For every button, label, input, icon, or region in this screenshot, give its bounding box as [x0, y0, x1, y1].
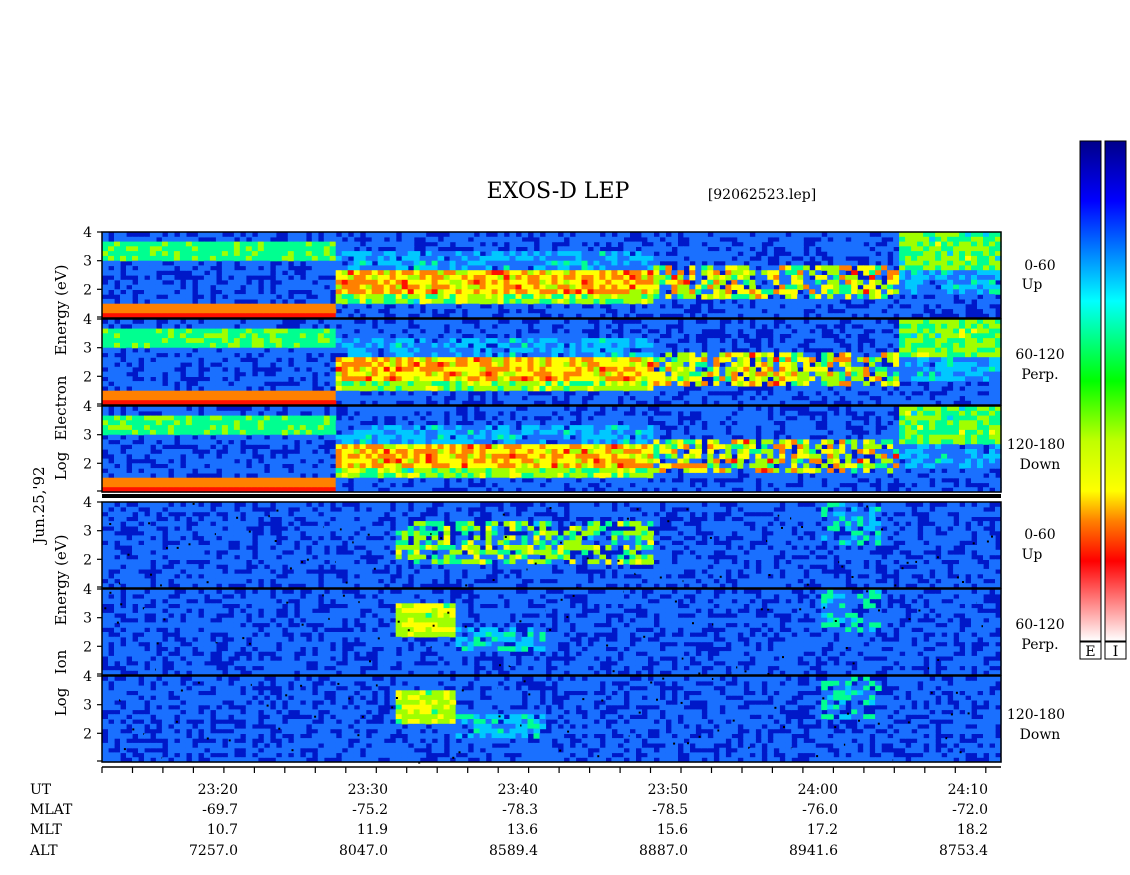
spectrogram-panel — [101, 231, 1002, 319]
panel-label-i-up-dir: Up — [1022, 547, 1043, 563]
ephemeris-mlt-value: 11.9 — [357, 822, 388, 838]
ephemeris-ut-value: 24:00 — [798, 782, 838, 798]
ephemeris-mlat-value: -72.0 — [952, 802, 988, 818]
ephemeris-mlat-value: -69.7 — [202, 802, 238, 818]
panel-label-e-down-dir: Down — [1020, 457, 1061, 473]
y-tick-label: 4 — [83, 225, 92, 241]
colorbar-ion: I — [1104, 140, 1127, 660]
y-tick-label: 3 — [83, 428, 92, 444]
ephemeris-mlt-value: 18.2 — [957, 822, 988, 838]
y-tick-label: 2 — [83, 552, 92, 568]
panel-label-i-down-dir: Down — [1020, 727, 1061, 743]
ion-ylabel-species: Ion — [52, 649, 70, 674]
ephemeris-table: UT MLAT MLT ALT 23:20 23:30 23:40 23:50 … — [29, 782, 988, 859]
ephemeris-alt-value: 8887.0 — [639, 843, 688, 859]
ephemeris-alt-value: 8589.4 — [489, 843, 538, 859]
panel-label-i-perp: 60-120 — [1015, 617, 1064, 633]
energy-axis-ticks: 2 3 4 2 3 4 2 3 4 2 3 4 2 3 4 2 3 4 — [83, 225, 102, 762]
y-tick-label: 3 — [83, 698, 92, 714]
y-tick-label: 4 — [83, 312, 92, 328]
y-tick-label: 4 — [83, 399, 92, 415]
time-axis — [101, 766, 1001, 773]
y-tick-label: 3 — [83, 524, 92, 540]
ephemeris-alt-value: 7257.0 — [189, 843, 238, 859]
y-tick-label: 3 — [83, 341, 92, 357]
ephemeris-mlat-value: -76.0 — [802, 802, 838, 818]
ephemeris-ut-value: 23:40 — [498, 782, 538, 798]
y-tick-label: 2 — [83, 726, 92, 742]
ephemeris-mlat-name: MLAT — [30, 802, 73, 818]
y-tick-label: 4 — [83, 582, 92, 598]
y-tick-label: 4 — [83, 669, 92, 685]
electron-ylabel-log: Log — [52, 451, 70, 480]
date-label: Jun.25,'92 — [30, 466, 48, 545]
colorbar-label-i: I — [1113, 644, 1119, 660]
file-label: [92062523.lep] — [708, 187, 816, 203]
y-tick-label: 2 — [83, 639, 92, 655]
panel-label-e-down: 120-180 — [1007, 437, 1065, 453]
ephemeris-alt-value: 8753.4 — [939, 843, 988, 859]
y-tick-label: 2 — [83, 456, 92, 472]
ephemeris-mlt-value: 10.7 — [207, 822, 238, 838]
ephemeris-ut-name: UT — [30, 782, 52, 798]
ephemeris-alt-name: ALT — [29, 843, 58, 859]
spectrogram-panels — [101, 231, 1002, 764]
ion-ylabel-energy: Energy (eV) — [52, 535, 70, 626]
spectrogram-panel — [101, 675, 1002, 764]
colorbar-electron: E — [1079, 140, 1102, 660]
ephemeris-mlat-value: -78.5 — [652, 802, 688, 818]
ephemeris-alt-value: 8047.0 — [339, 843, 388, 859]
panel-label-e-perp-dir: Perp. — [1021, 367, 1058, 383]
y-tick-label: 2 — [83, 369, 92, 385]
electron-ylabel-species: Electron — [52, 375, 70, 440]
chart-title: EXOS-D LEP — [487, 179, 630, 204]
electron-ylabel-energy: Energy (eV) — [52, 265, 70, 356]
colorbar-label-e: E — [1085, 644, 1095, 660]
ephemeris-mlat-value: -78.3 — [502, 802, 538, 818]
ephemeris-ut-value: 23:50 — [648, 782, 688, 798]
ephemeris-mlat-value: -75.2 — [352, 802, 388, 818]
ephemeris-ut-value: 23:30 — [348, 782, 388, 798]
ephemeris-mlt-value: 13.6 — [507, 822, 538, 838]
ephemeris-alt-value: 8941.6 — [789, 843, 838, 859]
ephemeris-ut-value: 24:10 — [948, 782, 988, 798]
panel-label-i-up: 0-60 — [1024, 527, 1055, 543]
ion-ylabel-log: Log — [52, 687, 70, 716]
panel-label-i-down: 120-180 — [1007, 707, 1065, 723]
ephemeris-mlt-value: 17.2 — [807, 822, 838, 838]
y-tick-label: 4 — [83, 495, 92, 511]
ephemeris-ut-value: 23:20 — [198, 782, 238, 798]
y-tick-label: 3 — [83, 611, 92, 627]
ephemeris-mlt-value: 15.6 — [657, 822, 688, 838]
panel-label-e-up-dir: Up — [1022, 277, 1043, 293]
panel-label-e-up: 0-60 — [1024, 258, 1055, 274]
panel-label-e-perp: 60-120 — [1015, 347, 1064, 363]
y-tick-label: 3 — [83, 254, 92, 270]
panel-label-i-perp-dir: Perp. — [1021, 637, 1058, 653]
spectrogram-panel — [101, 405, 1002, 493]
spectrogram-panel — [101, 501, 1002, 590]
y-tick-label: 2 — [83, 282, 92, 298]
ephemeris-mlt-name: MLT — [30, 822, 62, 838]
spectrogram-panel — [101, 588, 1002, 676]
spectrogram-panel — [101, 318, 1002, 406]
